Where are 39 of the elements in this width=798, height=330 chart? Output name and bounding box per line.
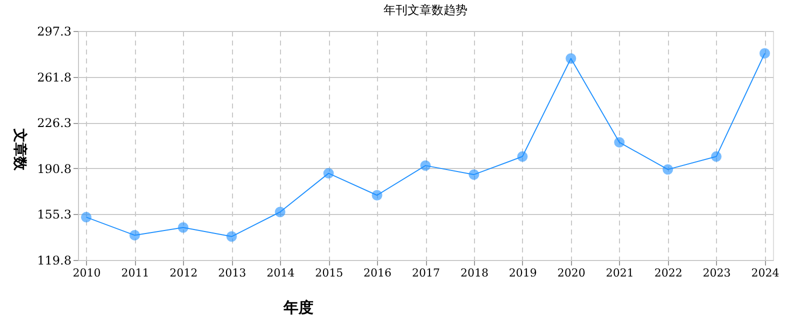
point — [760, 48, 770, 59]
point — [662, 164, 674, 175]
x-tick-label: 2024 — [751, 266, 780, 280]
x-tick-label: 2020 — [557, 266, 586, 280]
point — [372, 190, 382, 200]
point — [80, 212, 92, 222]
y-tick-label: 190.8 — [37, 162, 72, 176]
x-axis-title: 年度 — [282, 298, 314, 316]
x-tick-label: 2018 — [460, 266, 488, 280]
point — [517, 151, 528, 162]
y-tick-label: 119.8 — [37, 254, 72, 268]
x-tick-label: 2015 — [315, 266, 344, 280]
x-tick-label: 2010 — [72, 266, 101, 280]
x-tick-label: 2012 — [170, 266, 198, 280]
y-tick-label: 155.3 — [37, 208, 72, 222]
x-tick-label: 2011 — [121, 266, 150, 280]
x-tick-label: 2023 — [702, 266, 731, 280]
x-tick-label: 2021 — [606, 266, 634, 280]
point — [711, 151, 722, 162]
point — [129, 230, 140, 240]
point — [468, 169, 480, 180]
y-tick-label: 261.8 — [37, 70, 72, 84]
x-tick-label: 2017 — [412, 266, 440, 280]
x-tick-label: 2016 — [364, 266, 392, 280]
point — [274, 206, 286, 218]
point — [323, 168, 334, 179]
point — [420, 160, 431, 171]
x-tick-label: 2022 — [654, 266, 682, 280]
point — [566, 53, 576, 64]
y-tick-label: 297.3 — [37, 24, 72, 38]
chart-title: 年刊文章数趋势 — [384, 3, 468, 17]
x-tick-label: 2013 — [218, 266, 246, 280]
point — [226, 231, 237, 242]
y-axis-title: 文章数 — [12, 128, 28, 172]
y-tick-label: 226.3 — [37, 116, 72, 130]
x-tick-label: 2019 — [508, 266, 537, 280]
x-tick-label: 2014 — [266, 266, 295, 280]
point — [178, 222, 188, 233]
point — [614, 137, 625, 148]
